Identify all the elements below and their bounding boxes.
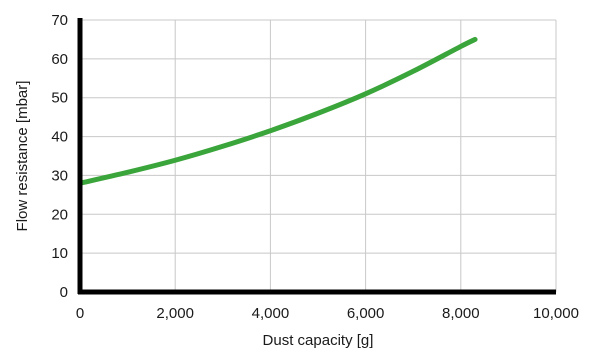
x-tick-label: 8,000: [442, 305, 480, 322]
y-tick-labels: 0 10 20 30 40 50 60 70: [51, 12, 68, 301]
y-tick-label: 20: [51, 206, 68, 223]
y-tick-label: 40: [51, 129, 68, 146]
axes: [77, 18, 556, 295]
y-tick-label: 0: [60, 284, 68, 301]
y-tick-label: 60: [51, 51, 68, 68]
x-tick-label: 6,000: [347, 305, 385, 322]
grid: [80, 19, 557, 292]
series-layer: [77, 36, 478, 186]
x-axis-label: Dust capacity [g]: [263, 332, 374, 349]
x-tick-label: 2,000: [156, 305, 194, 322]
y-tick-label: 70: [51, 12, 68, 29]
x-tick-label: 4,000: [252, 305, 290, 322]
y-axis-label: Flow resistance [mbar]: [14, 81, 31, 232]
x-tick-label: 0: [76, 305, 84, 322]
y-tick-label: 10: [51, 245, 68, 262]
y-tick-label: 30: [51, 167, 68, 184]
y-tick-label: 50: [51, 90, 68, 107]
x-tick-label: 10,000: [533, 305, 579, 322]
x-tick-labels: 0 2,000 4,000 6,000 8,000 10,000: [76, 305, 579, 322]
series-line: [77, 36, 478, 186]
